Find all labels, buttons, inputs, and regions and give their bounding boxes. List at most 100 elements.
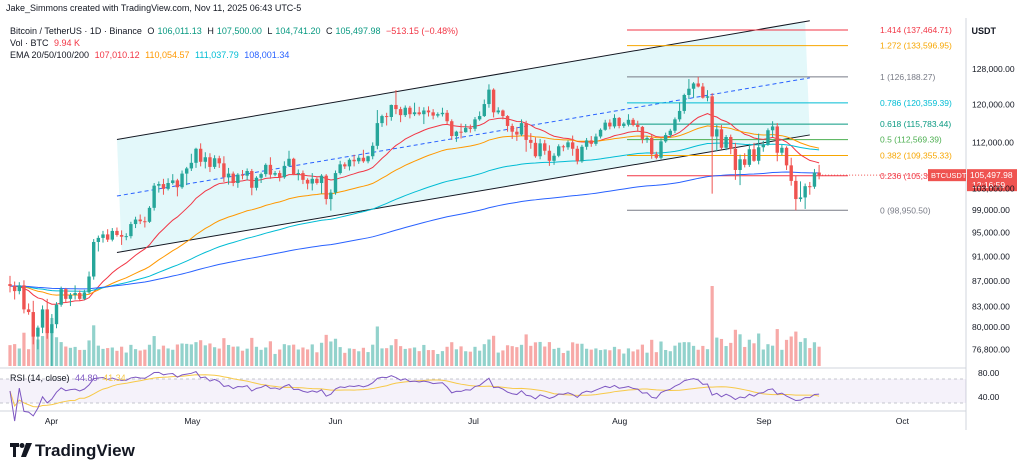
volume-bar-68 <box>324 334 328 366</box>
candle-body-52 <box>250 171 254 188</box>
candle-body-106 <box>501 110 505 117</box>
volume-bar-118 <box>557 347 561 366</box>
candle-body-13 <box>68 294 73 299</box>
legend-ema[interactable]: EMA 20/50/100/200 107,010.12 110,054.57 … <box>10 50 292 60</box>
volume-bar-54 <box>259 349 263 366</box>
volume-bar-3 <box>22 332 26 366</box>
volume-bar-160 <box>752 343 756 366</box>
volume-bar-76 <box>361 347 365 366</box>
candle-body-9 <box>50 324 54 334</box>
volume-bar-107 <box>505 345 510 366</box>
volume-bar-24 <box>120 346 124 366</box>
candle-body-129 <box>608 122 612 127</box>
price-tick-4: 103,000.00 <box>972 183 1015 193</box>
candle-body-4 <box>26 309 31 313</box>
candle-body-152 <box>715 129 719 137</box>
fib-level-label-0: 1.414 (137,464.71) <box>880 25 952 35</box>
legend-vol-value: 9.94 K <box>54 38 81 48</box>
candle-body-98 <box>464 127 468 133</box>
volume-bar-6 <box>36 339 40 366</box>
volume-bar-10 <box>54 337 59 366</box>
candle-body-171 <box>803 186 807 198</box>
volume-bar-47 <box>226 344 231 366</box>
candle-body-169 <box>794 180 798 200</box>
legend-rsi[interactable]: RSI (14, close) 44.80 41.34 <box>10 373 129 383</box>
volume-bar-72 <box>343 352 347 366</box>
candle-body-39 <box>189 162 194 169</box>
legend-symbol[interactable]: Bitcoin / TetherUS · 1D · Binance <box>10 26 142 36</box>
volume-bar-168 <box>789 336 793 366</box>
volume-bar-30 <box>147 344 152 366</box>
candle-body-46 <box>222 163 226 178</box>
candle-body-37 <box>180 173 184 188</box>
candle-body-40 <box>194 148 198 163</box>
volume-bar-5 <box>31 324 35 366</box>
volume-bar-161 <box>757 333 761 366</box>
volume-bar-4 <box>27 349 31 366</box>
volume-bar-174 <box>817 346 821 366</box>
candle-body-29 <box>143 221 147 223</box>
volume-bar-91 <box>431 350 435 366</box>
volume-bar-137 <box>645 352 649 366</box>
candle-body-154 <box>724 136 728 148</box>
candle-body-51 <box>245 171 249 176</box>
volume-bar-32 <box>157 349 161 366</box>
candle-body-6 <box>36 327 40 337</box>
volume-bar-139 <box>654 352 658 366</box>
candle-body-157 <box>738 159 742 170</box>
candle-body-71 <box>338 164 342 174</box>
candle-body-34 <box>166 183 170 189</box>
candle-body-18 <box>92 241 96 277</box>
candle-body-77 <box>366 156 370 162</box>
candle-body-58 <box>278 173 282 178</box>
candle-body-78 <box>371 145 375 157</box>
tradingview-logo[interactable]: TradingView <box>10 441 135 461</box>
volume-bar-145 <box>682 342 686 366</box>
candle-body-113 <box>533 142 538 157</box>
current-price-tag <box>967 169 1017 192</box>
volume-bar-43 <box>208 343 212 366</box>
volume-bar-82 <box>389 345 393 366</box>
volume-bar-67 <box>319 342 324 366</box>
volume-bar-46 <box>222 338 226 366</box>
volume-bar-131 <box>617 349 621 366</box>
volume-bar-144 <box>678 342 682 366</box>
candle-body-33 <box>161 184 166 189</box>
candle-body-85 <box>403 107 407 116</box>
candle-body-124 <box>584 140 589 147</box>
volume-bar-69 <box>329 341 333 366</box>
time-tick-3: Jul <box>468 416 479 426</box>
candle-body-109 <box>515 131 519 135</box>
candle-body-130 <box>612 117 617 127</box>
candle-body-115 <box>543 143 547 151</box>
candle-body-0 <box>8 284 12 286</box>
volume-bar-31 <box>152 336 156 366</box>
legend-vol-label: Vol · BTC <box>10 38 49 48</box>
volume-bar-89 <box>422 344 426 366</box>
candle-body-45 <box>217 158 221 164</box>
fib-level-label-5: 0.5 (112,569.39) <box>880 135 942 145</box>
candle-body-74 <box>352 159 356 162</box>
volume-bar-0 <box>8 345 12 366</box>
candle-body-55 <box>264 164 268 175</box>
candle-body-116 <box>547 150 552 161</box>
ema100-line <box>9 142 820 292</box>
volume-bar-86 <box>408 348 412 366</box>
volume-bar-2 <box>17 348 21 366</box>
legend-volume[interactable]: Vol · BTC 9.94 K <box>10 38 83 48</box>
candle-body-138 <box>650 137 654 155</box>
volume-bar-134 <box>631 351 635 366</box>
volume-bar-58 <box>278 349 282 366</box>
legend-ohlc[interactable]: Bitcoin / TetherUS · 1D · Binance O 106,0… <box>10 26 461 36</box>
volume-bar-110 <box>519 344 524 366</box>
candle-body-136 <box>640 126 645 139</box>
candle-body-59 <box>282 165 287 178</box>
volume-bar-12 <box>64 346 68 366</box>
candle-body-5 <box>31 312 35 337</box>
volume-bar-88 <box>417 351 421 366</box>
volume-bar-104 <box>492 335 496 366</box>
volume-bar-15 <box>78 349 82 366</box>
candle-body-1 <box>12 285 17 292</box>
volume-bar-13 <box>68 347 73 366</box>
